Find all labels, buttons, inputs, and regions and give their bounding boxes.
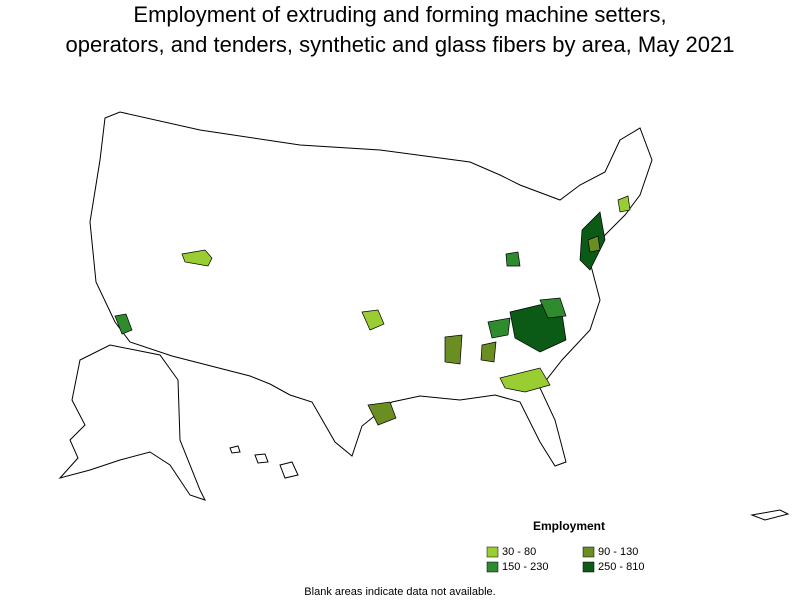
area (114, 313, 133, 335)
area (487, 317, 511, 339)
area (444, 334, 463, 365)
area (539, 297, 567, 319)
legend-swatch (582, 546, 595, 558)
legend-swatch (582, 561, 595, 573)
legend-label: 30 - 80 (502, 546, 536, 558)
area (617, 195, 631, 213)
area (480, 341, 497, 363)
legend-label: 150 - 230 (502, 561, 548, 573)
hawaii (229, 445, 241, 454)
title-line: operators, and tenders, synthetic and gl… (66, 32, 735, 57)
area (587, 235, 601, 253)
legend: 30 - 80 90 - 130 150 - 230 250 - 810 (486, 546, 644, 573)
legend-label: 250 - 810 (598, 561, 644, 573)
alaska (58, 344, 206, 501)
area (499, 367, 551, 393)
hawaii (279, 461, 299, 479)
area (361, 309, 385, 331)
legend-swatch (486, 546, 499, 558)
area (505, 251, 521, 267)
footnote: Blank areas indicate data not available. (304, 586, 495, 598)
legend-title: Employment (533, 519, 605, 533)
legend-label: 90 - 130 (598, 546, 638, 558)
title-line: Employment of extruding and forming mach… (133, 2, 666, 27)
hawaii (254, 453, 269, 464)
legend-swatch (486, 561, 499, 573)
area (181, 249, 213, 267)
puerto-rico (750, 509, 790, 521)
area (367, 401, 397, 426)
map (58, 111, 790, 521)
